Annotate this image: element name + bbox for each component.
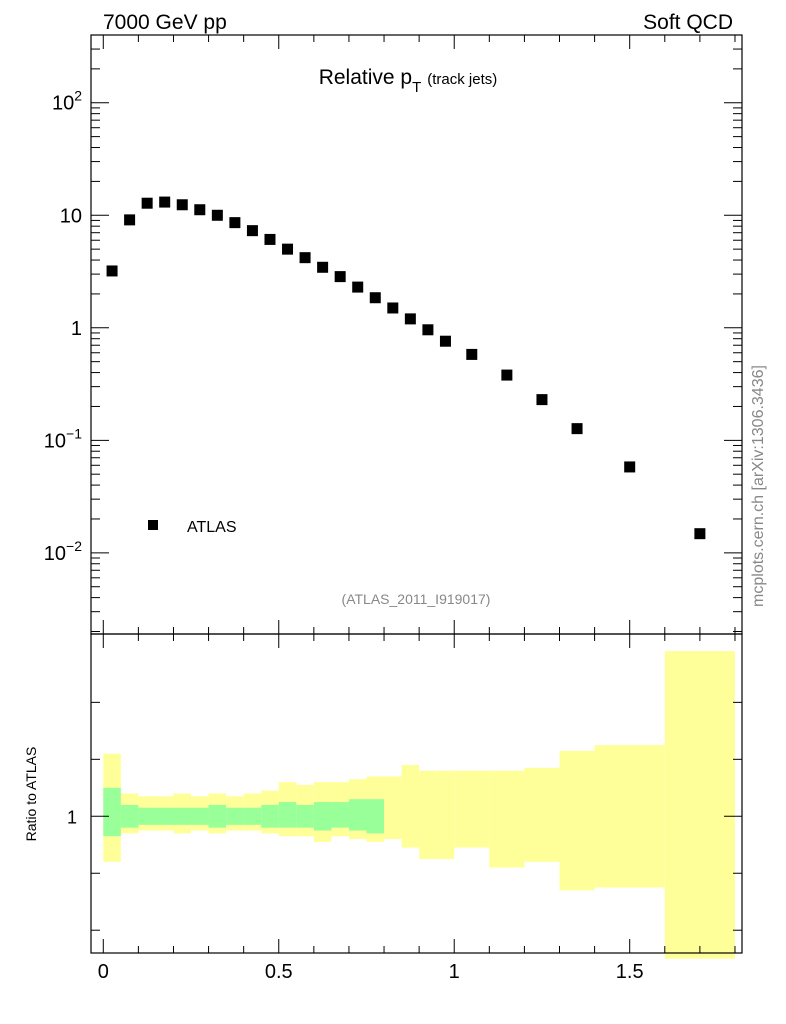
ratio-band-bin <box>524 767 560 862</box>
data-point <box>194 204 206 216</box>
ratio-band-bin <box>348 799 367 831</box>
ratio-y-tick-label: 1 <box>67 807 77 827</box>
data-point <box>106 265 118 277</box>
ratio-plot: Ratio to ATLAS 1 0 0.5 1 1.5 <box>23 633 743 983</box>
data-point <box>141 197 153 209</box>
x-tick-label: 1.5 <box>616 961 644 983</box>
ratio-band-bin <box>664 651 735 959</box>
data-point <box>624 461 636 473</box>
y-tick-label: 10−1 <box>44 425 82 452</box>
data-point <box>299 252 311 264</box>
data-point <box>246 225 258 237</box>
data-point <box>264 233 276 245</box>
data-point <box>571 423 583 435</box>
ratio-band-bin <box>243 807 262 825</box>
data-point <box>229 217 241 229</box>
data-point <box>422 324 434 336</box>
energy-label: 7000 GeV pp <box>103 11 227 34</box>
legend-marker <box>148 520 158 530</box>
process-label: Soft QCD <box>643 11 733 34</box>
y-tick-label: 10−2 <box>44 538 82 565</box>
ratio-band-bin <box>384 776 402 840</box>
ratio-band-bin <box>559 750 595 891</box>
y-tick-label: 102 <box>52 88 82 115</box>
ratio-band-bin <box>226 807 244 825</box>
main-title: Relative pT (track jets) <box>319 66 498 96</box>
ratio-band-bin <box>208 804 227 828</box>
data-point <box>282 243 294 255</box>
source-label: mcplots.cern.ch [arXiv:1306.3436] <box>750 365 767 607</box>
y-tick-label: 1 <box>71 318 82 340</box>
y-tick-label: 10 <box>60 205 82 227</box>
data-point <box>211 209 223 221</box>
ratio-band-bin <box>261 804 279 828</box>
ratio-band-bin <box>489 770 525 868</box>
ratio-band-bin <box>366 799 385 834</box>
ratio-band-bin <box>191 807 209 825</box>
ratio-band-bin <box>331 802 349 828</box>
ratio-plot-frame <box>90 633 743 954</box>
ratio-band-bin <box>103 787 121 837</box>
data-point <box>352 281 364 293</box>
x-tick-label: 0 <box>98 961 109 983</box>
ratio-band-bin <box>155 807 174 825</box>
legend: ATLAS <box>148 519 237 536</box>
ratio-band-bin <box>278 802 297 828</box>
ratio-band-bin <box>313 802 332 831</box>
ratio-band-bin <box>454 770 490 848</box>
ratio-band-bin <box>401 765 420 848</box>
data-point <box>317 261 329 273</box>
data-point <box>334 271 346 283</box>
data-point <box>466 348 478 360</box>
data-point <box>176 199 188 211</box>
x-tick-label: 0.5 <box>265 961 293 983</box>
data-point <box>124 214 136 226</box>
ratio-ylabel: Ratio to ATLAS <box>23 747 39 842</box>
main-plot-frame <box>90 34 743 635</box>
ratio-band-bin <box>296 804 314 828</box>
data-point <box>387 302 399 314</box>
data-point <box>501 369 513 381</box>
analysis-label: (ATLAS_2011_I919017) <box>342 591 491 607</box>
ratio-band-bin <box>436 770 455 860</box>
data-point <box>404 313 416 325</box>
main-plot: 102 10 1 10−1 10−2 Relative pT (track jets) (… <box>44 34 743 635</box>
ratio-band-bin <box>120 804 139 828</box>
ratio-band-bin <box>594 745 665 888</box>
x-tick-label: 1 <box>449 961 460 983</box>
data-point <box>159 196 171 208</box>
ratio-band-bin <box>138 807 156 825</box>
data-point <box>439 335 451 347</box>
data-point <box>694 528 706 540</box>
legend-label: ATLAS <box>187 519 237 536</box>
ratio-band-bin <box>173 807 192 825</box>
ratio-band-bin <box>419 770 437 860</box>
data-point <box>369 292 381 304</box>
data-point <box>536 394 548 406</box>
